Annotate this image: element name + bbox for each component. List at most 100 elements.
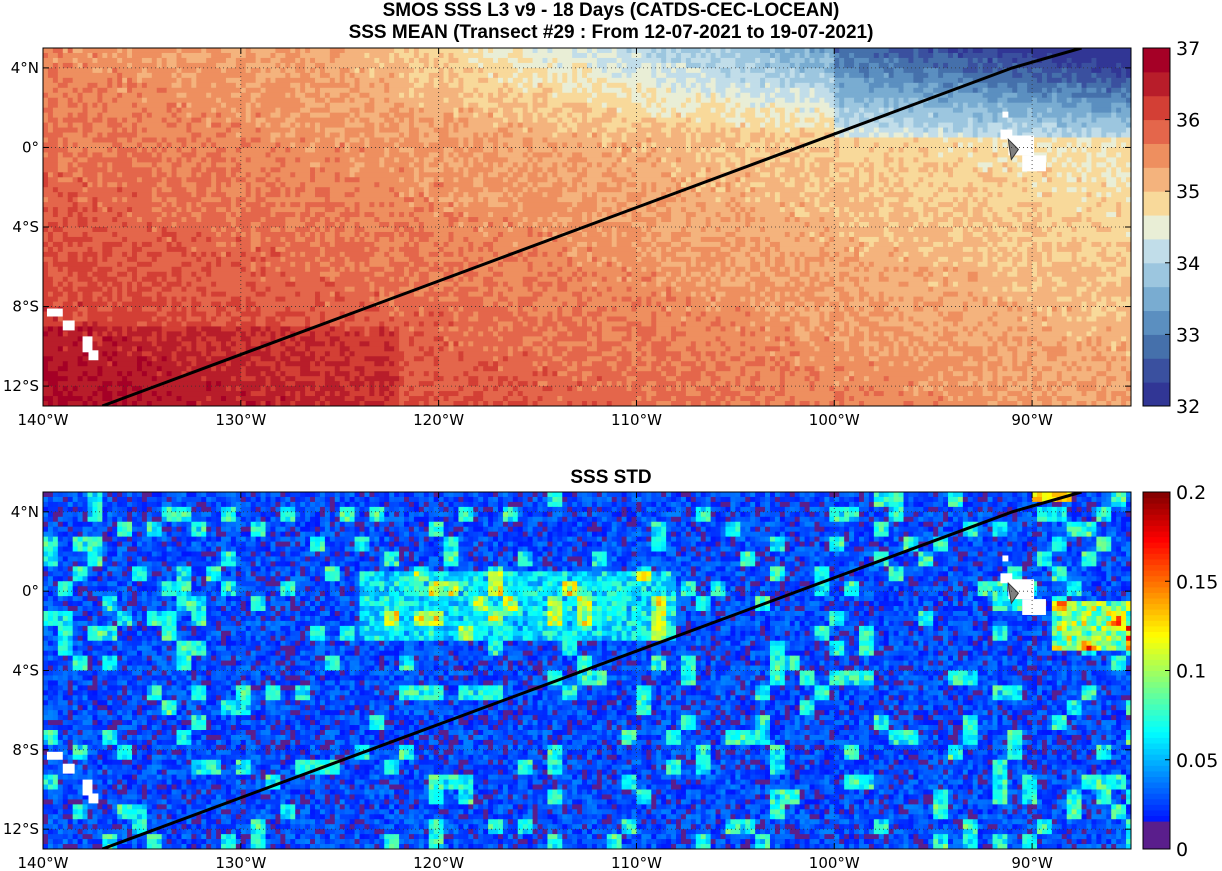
heatmap-cell	[132, 192, 138, 198]
heatmap-cell	[196, 137, 207, 144]
heatmap-cell	[720, 271, 727, 278]
heatmap-cell	[349, 82, 356, 89]
heatmap-cell	[587, 162, 593, 168]
heatmap-cell	[146, 222, 153, 228]
heatmap-cell	[404, 48, 410, 54]
heatmap-cell	[1041, 276, 1053, 283]
heatmap-cell	[384, 62, 410, 69]
heatmap-cell	[725, 271, 736, 278]
heatmap-cell	[161, 57, 168, 64]
heatmap-cell	[972, 127, 979, 134]
heatmap-cell	[315, 137, 321, 144]
heatmap-cell	[245, 157, 252, 163]
heatmap-cell	[344, 236, 351, 243]
heatmap-cell	[408, 202, 415, 208]
heatmap-cell	[206, 192, 212, 198]
heatmap-cell	[582, 231, 588, 238]
heatmap-cell	[596, 57, 618, 64]
heatmap-cell	[127, 82, 138, 89]
heatmap-cell	[1116, 266, 1131, 273]
heatmap-cell	[235, 132, 242, 139]
heatmap-cell	[156, 57, 163, 64]
heatmap-cell	[483, 241, 494, 248]
heatmap-cell	[661, 102, 682, 109]
heatmap-cell	[537, 162, 553, 168]
heatmap-cell	[418, 241, 435, 248]
heatmap-cell	[364, 147, 385, 154]
heatmap-cell	[502, 162, 514, 168]
heatmap-cell	[641, 251, 647, 258]
heatmap-cell	[77, 276, 94, 283]
heatmap-cell	[616, 112, 652, 119]
heatmap-cell	[913, 87, 924, 94]
heatmap-cell	[972, 132, 979, 139]
heatmap-cell	[1076, 162, 1083, 168]
heatmap-cell	[591, 281, 598, 288]
heatmap-cell	[493, 57, 499, 64]
heatmap-cell	[695, 172, 707, 178]
heatmap-cell	[255, 97, 301, 104]
heatmap-cell	[201, 142, 207, 149]
heatmap-cell	[473, 92, 479, 99]
heatmap-cell	[1111, 67, 1122, 74]
heatmap-cell	[156, 187, 163, 193]
heatmap-cell	[344, 77, 356, 84]
heatmap-cell	[621, 137, 628, 144]
heatmap-cell	[765, 261, 771, 268]
heatmap-cell	[542, 172, 549, 178]
heatmap-cell	[1121, 72, 1127, 79]
heatmap-cell	[117, 187, 123, 193]
heatmap-cell	[394, 72, 400, 79]
heatmap-cell	[982, 62, 999, 69]
heatmap-cell	[408, 72, 430, 79]
heatmap-cell	[295, 187, 306, 193]
heatmap-cell	[690, 291, 697, 298]
heatmap-cell	[1101, 197, 1107, 203]
heatmap-cell	[779, 82, 786, 89]
heatmap-cell	[804, 222, 811, 228]
heatmap-cell	[918, 137, 944, 144]
heatmap-cell	[587, 231, 603, 238]
heatmap-cell	[992, 256, 999, 263]
heatmap-cell	[448, 291, 455, 298]
heatmap-cell	[43, 72, 49, 79]
heatmap-cell	[799, 261, 806, 268]
heatmap-cell	[977, 202, 989, 208]
heatmap-cell	[567, 251, 578, 258]
heatmap-cell	[809, 197, 816, 203]
heatmap-cell	[483, 172, 489, 178]
heatmap-cell	[735, 57, 756, 64]
heatmap-cell	[893, 251, 905, 258]
heatmap-cell	[117, 271, 128, 278]
heatmap-cell	[324, 62, 380, 69]
heatmap-cell	[107, 182, 118, 188]
chart-title-line2: SSS MEAN (Transect #29 : From 12-07-2021…	[0, 22, 1222, 44]
heatmap-cell	[1051, 107, 1093, 114]
heatmap-cell	[834, 48, 840, 54]
heatmap-cell	[408, 92, 415, 99]
heatmap-cell	[868, 102, 885, 109]
heatmap-cell	[493, 236, 499, 243]
heatmap-cell	[117, 147, 138, 154]
heatmap-cell	[532, 48, 539, 54]
heatmap-cell	[527, 157, 534, 163]
heatmap-cell	[1051, 57, 1068, 64]
heatmap-cell	[967, 222, 974, 228]
heatmap-cell	[488, 107, 499, 114]
heatmap-cell	[57, 87, 74, 94]
heatmap-cell	[804, 207, 821, 213]
heatmap-cell	[1051, 227, 1073, 233]
heatmap-cell	[814, 122, 825, 129]
heatmap-cell	[918, 82, 929, 89]
heatmap-cell	[765, 291, 776, 298]
heatmap-cell	[814, 92, 835, 99]
heatmap-cell	[651, 112, 657, 119]
heatmap-cell	[552, 57, 558, 64]
heatmap-cell	[196, 231, 202, 238]
heatmap-cell	[300, 107, 311, 114]
heatmap-cell	[102, 281, 108, 288]
heatmap-cell	[948, 97, 989, 104]
heatmap-cell	[344, 227, 356, 233]
heatmap-cell	[1066, 281, 1088, 288]
heatmap-cell	[512, 182, 519, 188]
